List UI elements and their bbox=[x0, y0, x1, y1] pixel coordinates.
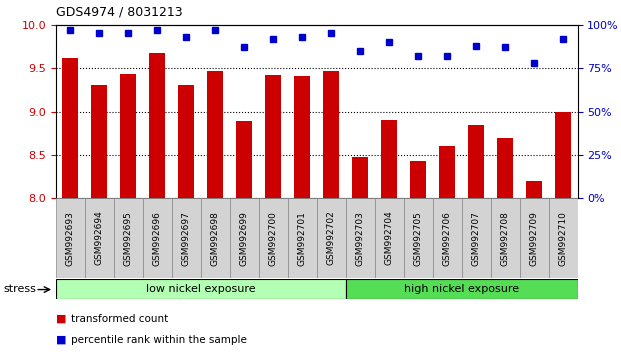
Text: ■: ■ bbox=[56, 314, 66, 324]
Bar bbox=[346, 198, 374, 278]
Text: stress: stress bbox=[3, 284, 36, 294]
Text: GSM992698: GSM992698 bbox=[211, 211, 220, 266]
Bar bbox=[294, 76, 310, 198]
Bar bbox=[120, 74, 136, 198]
Bar bbox=[56, 279, 346, 299]
Bar bbox=[410, 161, 426, 198]
Text: GSM992694: GSM992694 bbox=[95, 211, 104, 266]
Text: ■: ■ bbox=[56, 335, 66, 345]
Text: GSM992706: GSM992706 bbox=[443, 211, 451, 266]
Text: GSM992709: GSM992709 bbox=[530, 211, 538, 266]
Bar bbox=[56, 198, 85, 278]
Bar bbox=[207, 71, 223, 198]
Text: percentile rank within the sample: percentile rank within the sample bbox=[71, 335, 247, 345]
Bar bbox=[323, 71, 339, 198]
Text: GSM992693: GSM992693 bbox=[66, 211, 75, 266]
Text: GSM992701: GSM992701 bbox=[297, 211, 307, 266]
Bar bbox=[91, 85, 107, 198]
Bar bbox=[259, 198, 288, 278]
Bar bbox=[439, 146, 455, 198]
Bar bbox=[526, 181, 542, 198]
Text: low nickel exposure: low nickel exposure bbox=[146, 284, 256, 294]
Text: GSM992696: GSM992696 bbox=[153, 211, 162, 266]
Bar bbox=[433, 198, 461, 278]
Bar bbox=[114, 198, 143, 278]
Text: GSM992707: GSM992707 bbox=[471, 211, 481, 266]
Text: transformed count: transformed count bbox=[71, 314, 169, 324]
Bar bbox=[491, 198, 520, 278]
Bar bbox=[374, 198, 404, 278]
Bar bbox=[265, 75, 281, 198]
Text: GSM992705: GSM992705 bbox=[414, 211, 423, 266]
Text: GSM992703: GSM992703 bbox=[356, 211, 365, 266]
Bar bbox=[520, 198, 548, 278]
Text: GSM992700: GSM992700 bbox=[269, 211, 278, 266]
Bar bbox=[352, 158, 368, 198]
Bar bbox=[404, 198, 433, 278]
Bar bbox=[461, 198, 491, 278]
Bar bbox=[288, 198, 317, 278]
Text: GSM992699: GSM992699 bbox=[240, 211, 249, 266]
Bar bbox=[497, 138, 513, 198]
Bar bbox=[555, 112, 571, 198]
Bar bbox=[468, 125, 484, 198]
Text: GSM992710: GSM992710 bbox=[558, 211, 568, 266]
Bar bbox=[201, 198, 230, 278]
Bar bbox=[172, 198, 201, 278]
Bar bbox=[62, 58, 78, 198]
Text: GSM992702: GSM992702 bbox=[327, 211, 336, 266]
Bar bbox=[346, 279, 578, 299]
Bar bbox=[149, 52, 165, 198]
Bar bbox=[230, 198, 259, 278]
Text: GSM992704: GSM992704 bbox=[384, 211, 394, 266]
Text: GSM992695: GSM992695 bbox=[124, 211, 133, 266]
Text: GSM992708: GSM992708 bbox=[501, 211, 510, 266]
Bar bbox=[143, 198, 172, 278]
Bar bbox=[548, 198, 578, 278]
Text: GSM992697: GSM992697 bbox=[182, 211, 191, 266]
Text: high nickel exposure: high nickel exposure bbox=[404, 284, 519, 294]
Bar bbox=[381, 120, 397, 198]
Bar bbox=[178, 85, 194, 198]
Bar bbox=[236, 121, 252, 198]
Text: GDS4974 / 8031213: GDS4974 / 8031213 bbox=[56, 5, 183, 18]
Bar bbox=[85, 198, 114, 278]
Bar bbox=[317, 198, 346, 278]
